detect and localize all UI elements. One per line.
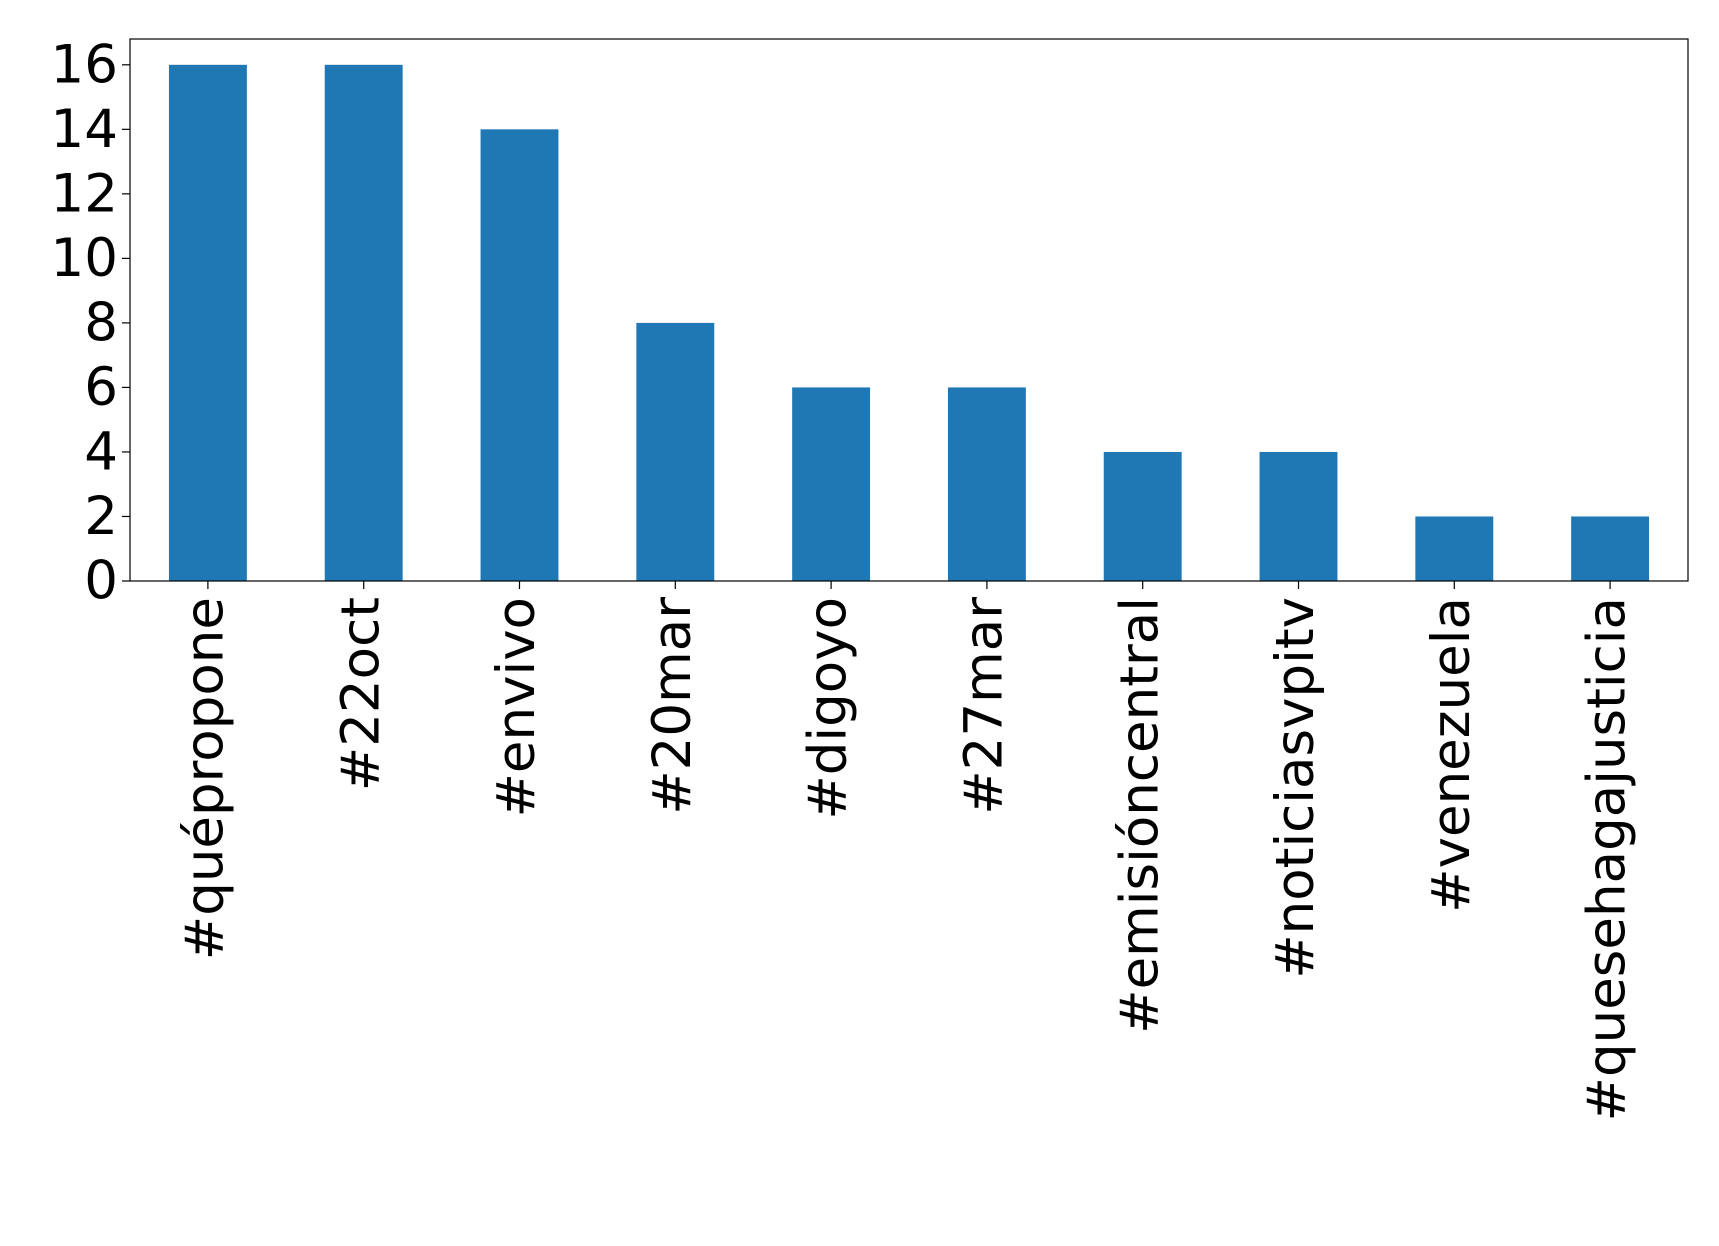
y-tick-label: 2 <box>84 486 118 547</box>
bar <box>1103 451 1182 581</box>
bar <box>168 64 247 582</box>
x-tick-label: #27mar <box>954 597 1015 815</box>
bar <box>1259 451 1338 581</box>
plot-frame <box>129 38 1689 582</box>
x-tick-label: #digoyo <box>798 597 859 820</box>
y-tick-label: 0 <box>84 551 118 612</box>
x-tick-label: #venezuela <box>1421 597 1482 913</box>
bar <box>792 387 871 581</box>
y-tick-label: 4 <box>84 421 118 482</box>
x-tick-label: #envivo <box>486 597 547 818</box>
x-tick-label: #emisióncentral <box>1109 597 1170 1034</box>
bar <box>1415 516 1494 581</box>
bar <box>947 387 1026 581</box>
x-tick-label: #quesehagajusticia <box>1577 597 1638 1121</box>
bar <box>480 129 559 582</box>
y-tick-label: 10 <box>51 228 118 289</box>
x-tick-label: #quépropone <box>175 597 236 960</box>
y-tick-label: 12 <box>51 163 118 224</box>
x-tick-label: #20mar <box>642 597 703 815</box>
x-tick-label: #22oct <box>330 597 391 791</box>
bar <box>636 322 715 581</box>
bar <box>324 64 403 582</box>
y-tick-label: 8 <box>84 292 118 353</box>
y-tick-label: 6 <box>84 357 118 418</box>
bar <box>1571 516 1650 581</box>
y-tick-label: 16 <box>51 34 118 95</box>
x-tick-label: #noticiasvpitv <box>1265 597 1326 979</box>
y-tick-label: 14 <box>51 99 118 160</box>
